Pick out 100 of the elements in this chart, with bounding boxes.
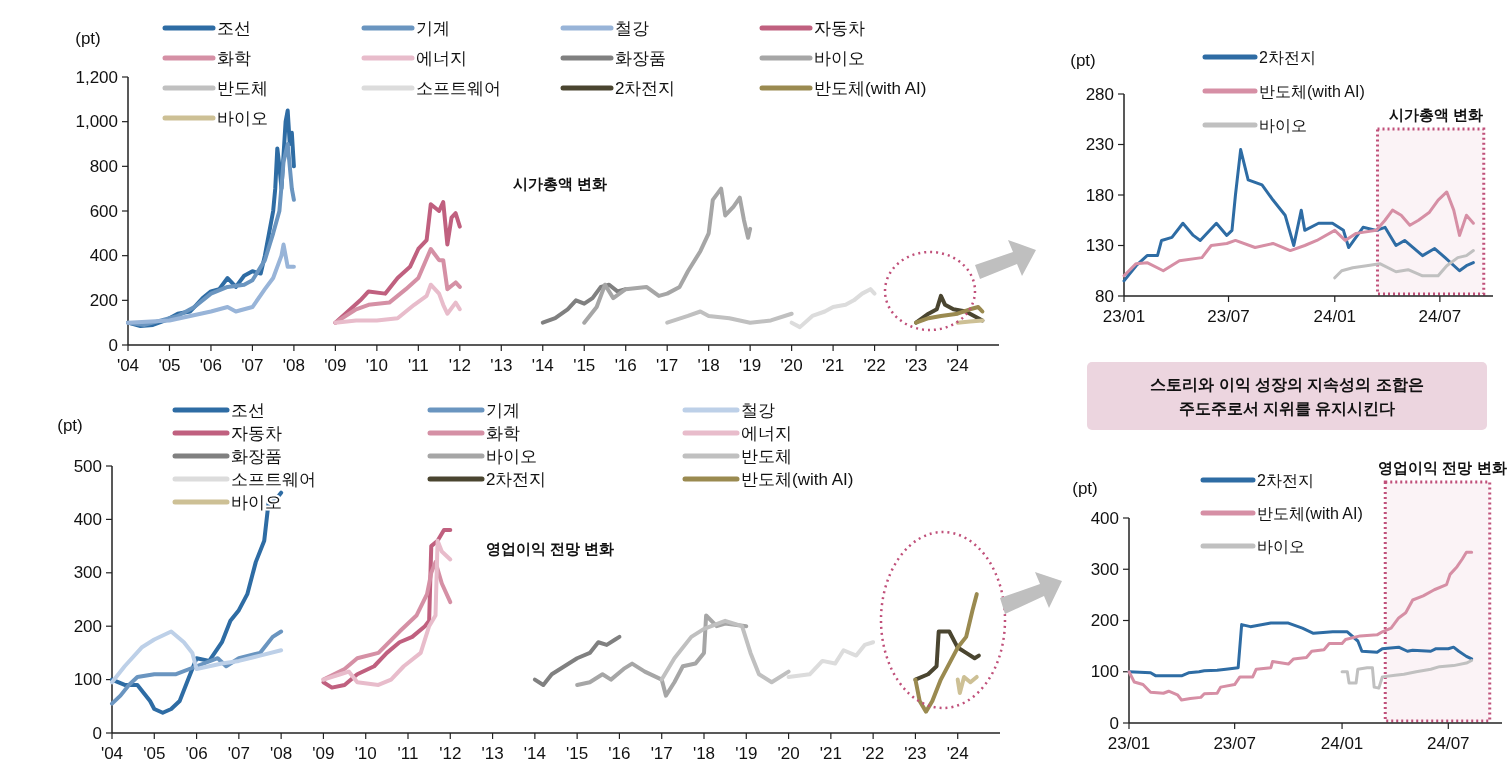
x-tick-label: '22 bbox=[863, 355, 886, 375]
x-tick-label: 24/07 bbox=[1427, 733, 1470, 753]
x-tick-label: 23/01 bbox=[1107, 733, 1151, 753]
legend-label: 2차전지 bbox=[486, 469, 547, 489]
x-tick-label: '11 bbox=[397, 743, 419, 763]
x-tick-label: 23/07 bbox=[1207, 306, 1250, 326]
y-tick-label: 180 bbox=[1085, 185, 1114, 205]
y-tick-label: 100 bbox=[1090, 662, 1119, 682]
legend-label: 기계 bbox=[486, 400, 520, 420]
legend-label: 2차전지 bbox=[1257, 471, 1314, 489]
y-tick-label: 80 bbox=[1095, 286, 1114, 306]
legend-label: 바이오 bbox=[1259, 116, 1307, 134]
x-tick-label: 23/07 bbox=[1213, 733, 1256, 753]
y-axis-title: (pt) bbox=[1072, 478, 1098, 498]
x-tick-label: '10 bbox=[365, 355, 388, 375]
y-tick-label: 400 bbox=[1090, 508, 1119, 528]
band-label: 시가총액 변화 bbox=[1388, 105, 1483, 123]
legend-label: 바이오 bbox=[814, 48, 865, 68]
x-tick-label: '09 bbox=[324, 355, 347, 375]
text: 스토리와 이익 성장의 지속성의 조합은 bbox=[1150, 375, 1424, 393]
y-tick-label: 200 bbox=[89, 290, 118, 310]
x-tick-label: '04 bbox=[116, 355, 140, 375]
legend-label: 조선 bbox=[231, 400, 265, 420]
legend-label: 반도체(with AI) bbox=[1259, 82, 1365, 100]
legend-label: 반도체 bbox=[741, 446, 792, 466]
y-tick-label: 230 bbox=[1085, 135, 1114, 154]
y-tick-label: 280 bbox=[1085, 84, 1114, 104]
y-tick-label: 300 bbox=[1090, 559, 1119, 579]
x-tick-label: '21 bbox=[822, 355, 845, 375]
x-tick-label: '13 bbox=[481, 743, 504, 763]
x-tick-label: '18 bbox=[692, 743, 716, 763]
legend-label: 자동차 bbox=[231, 423, 282, 443]
legend-label: 조선 bbox=[217, 18, 251, 38]
x-tick-label: 24/01 bbox=[1313, 306, 1357, 326]
legend-label: 화장품 bbox=[615, 48, 666, 68]
legend-label: 반도체(with AI) bbox=[741, 469, 854, 489]
x-tick-label: '24 bbox=[946, 355, 969, 375]
x-tick-label: '12 bbox=[439, 743, 462, 763]
x-tick-label: '19 bbox=[735, 743, 758, 763]
x-tick-label: '13 bbox=[490, 355, 513, 375]
y-tick-label: 1,000 bbox=[75, 112, 118, 132]
legend-label: 바이오 bbox=[217, 108, 268, 128]
x-tick-label: '08 bbox=[282, 355, 305, 375]
x-tick-label: '12 bbox=[448, 355, 471, 375]
y-tick-label: 400 bbox=[89, 246, 118, 266]
x-tick-label: '14 bbox=[523, 743, 546, 763]
y-tick-label: 200 bbox=[73, 616, 102, 636]
text: 주도주로서 지위를 유지시킨다 bbox=[1178, 399, 1396, 417]
x-tick-label: 24/01 bbox=[1320, 733, 1364, 753]
legend-label: 소프트웨어 bbox=[416, 78, 501, 98]
legend-label: 반도체(with AI) bbox=[1257, 504, 1363, 522]
legend-label: 철강 bbox=[741, 400, 775, 420]
legend-label: 자동차 bbox=[814, 18, 865, 38]
x-tick-label: '15 bbox=[566, 743, 589, 763]
x-tick-label: '16 bbox=[608, 743, 631, 763]
x-tick-label: '05 bbox=[158, 355, 181, 375]
x-tick-label: '10 bbox=[354, 743, 377, 763]
x-tick-label: '05 bbox=[143, 743, 166, 763]
legend-label: 화장품 bbox=[231, 446, 282, 466]
legend-label: 화학 bbox=[486, 423, 520, 443]
x-tick-label: '11 bbox=[407, 355, 429, 375]
x-tick-label: '07 bbox=[241, 355, 264, 375]
x-tick-label: 24/07 bbox=[1418, 306, 1462, 326]
y-axis-title: (pt) bbox=[75, 28, 101, 48]
x-tick-label: '23 bbox=[904, 355, 928, 375]
legend-label: 2차전지 bbox=[1259, 48, 1316, 66]
x-tick-label: '14 bbox=[531, 355, 554, 375]
y-axis-title: (pt) bbox=[57, 415, 83, 435]
x-tick-label: 23/01 bbox=[1102, 306, 1146, 326]
y-tick-label: 600 bbox=[89, 201, 118, 221]
x-tick-label: '16 bbox=[614, 355, 637, 375]
annotation: 시가총액 변화 bbox=[512, 174, 608, 192]
y-tick-label: 400 bbox=[73, 509, 102, 529]
x-tick-label: '18 bbox=[697, 355, 720, 375]
legend-label: 반도체 bbox=[217, 78, 268, 98]
x-tick-label: '08 bbox=[270, 743, 293, 763]
y-tick-label: 0 bbox=[1109, 713, 1119, 733]
x-tick-label: '06 bbox=[185, 743, 208, 763]
band: 영업이익 전망 변화 bbox=[1378, 458, 1507, 723]
y-tick-label: 300 bbox=[73, 563, 102, 583]
x-tick-label: '15 bbox=[573, 355, 596, 375]
legend-label: 에너지 bbox=[416, 48, 467, 68]
legend-label: 반도체(with AI) bbox=[814, 78, 927, 98]
y-tick-label: 0 bbox=[92, 723, 102, 743]
y-tick-label: 100 bbox=[73, 670, 102, 690]
x-tick-label: '04 bbox=[100, 743, 124, 763]
y-tick-label: 200 bbox=[1090, 611, 1119, 630]
y-axis-title: (pt) bbox=[1070, 50, 1096, 70]
x-tick-label: '23 bbox=[904, 743, 927, 763]
x-tick-label: '24 bbox=[946, 743, 969, 763]
x-tick-label: '19 bbox=[739, 355, 762, 375]
y-tick-label: 1,200 bbox=[75, 67, 118, 87]
band-label: 영업이익 전망 변화 bbox=[1378, 458, 1507, 476]
legend-label: 바이오 bbox=[1257, 537, 1305, 555]
x-tick-label: '07 bbox=[227, 743, 250, 763]
legend-label: 기계 bbox=[416, 18, 450, 38]
x-tick-label: '09 bbox=[312, 743, 335, 763]
x-tick-label: '20 bbox=[780, 355, 803, 375]
x-tick-label: '17 bbox=[656, 355, 679, 375]
legend-label: 화학 bbox=[217, 48, 251, 68]
